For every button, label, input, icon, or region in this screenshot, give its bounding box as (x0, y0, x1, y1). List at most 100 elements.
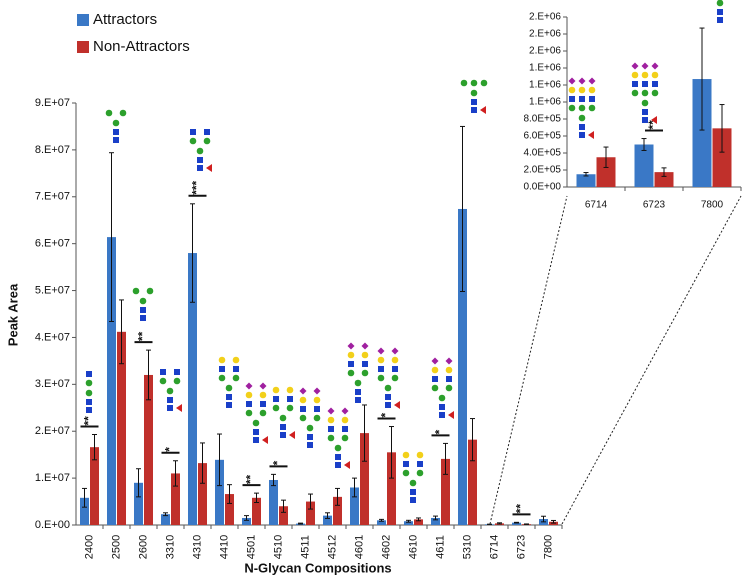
y-tick-label: 1.E+06 (529, 80, 561, 91)
glycan-sialic (259, 382, 267, 390)
glycan-glcnac (642, 109, 648, 115)
glycan-glcnac (385, 402, 391, 408)
glycan-icon (347, 342, 369, 403)
glycan-glcnac (226, 394, 232, 400)
glycan-glcnac (348, 361, 354, 367)
glycan-sugar (119, 109, 127, 117)
glycan-sugar (716, 0, 724, 7)
glycan-glcnac (246, 401, 252, 407)
y-tick-label: 2.E+06 (529, 46, 561, 57)
error-bar (362, 404, 367, 462)
glycan-sugar (651, 89, 659, 97)
glycan-glcnac (362, 361, 368, 367)
glycan-glcnac (197, 165, 203, 171)
glycan-icon (159, 369, 182, 412)
glycan-sugar (651, 71, 659, 79)
x-tick-label: 7800 (542, 535, 554, 559)
y-tick-label: 1.E+06 (529, 97, 561, 108)
error-bar (583, 172, 589, 177)
glycan-glcnac (307, 442, 313, 448)
glycan-sugar (641, 89, 649, 97)
glycan-sugar (334, 444, 342, 452)
y-tick-label: 6.0E+05 (523, 131, 561, 142)
glycan-glcnac (471, 107, 477, 113)
glycan-sugar (299, 396, 307, 404)
glycan-glcnac (86, 407, 92, 413)
glycan-glcnac (392, 366, 398, 372)
significance-stars: ** (646, 120, 660, 130)
error-bar (109, 152, 114, 323)
glycan-icon (105, 109, 127, 143)
glycan-glcnac (432, 376, 438, 382)
glycan-sialic (568, 77, 576, 85)
glycan-sugar (299, 414, 307, 422)
glycan-glcnac (204, 129, 210, 135)
glycan-sugar (445, 366, 453, 374)
x-tick-label: 6723 (515, 535, 527, 559)
glycan-icon (431, 357, 454, 419)
glycan-sugar (286, 386, 294, 394)
glycan-sugar (232, 356, 240, 364)
glycan-sugar (480, 79, 488, 87)
legend-swatch (77, 41, 89, 53)
x-axis-title: N-Glycan Compositions (244, 560, 391, 575)
x-tick-label: 4501 (245, 535, 257, 559)
error-bar (470, 418, 475, 462)
glycan-glcnac (328, 426, 334, 432)
error-bar (497, 522, 502, 525)
glycan-glcnac (378, 366, 384, 372)
glycan-glcnac (403, 461, 409, 467)
glycan-icon (85, 371, 93, 413)
glycan-sugar (306, 424, 314, 432)
glycan-sugar (391, 356, 399, 364)
x-tick-label: 4602 (380, 535, 392, 559)
glycan-sugar (166, 387, 174, 395)
y-tick-label: 1.E+06 (529, 63, 561, 74)
glycan-glcnac (446, 376, 452, 382)
glycan-sugar (245, 409, 253, 417)
y-tick-label: 2.E+06 (529, 29, 561, 40)
bar (360, 433, 369, 525)
glycan-glcnac (717, 9, 723, 15)
error-bar (119, 299, 124, 365)
glycan-sialic (361, 342, 369, 350)
bar (404, 521, 413, 525)
glycan-glcnac (253, 429, 259, 435)
glycan-glcnac (632, 81, 638, 87)
glycan-glcnac (717, 17, 723, 23)
bar (333, 496, 342, 525)
y-tick-label: 8.0E+05 (523, 114, 561, 125)
glycan-sialic (313, 387, 321, 395)
glycan-sugar (327, 416, 335, 424)
glycan-sugar (341, 416, 349, 424)
glycan-sugar (279, 414, 287, 422)
glycan-sugar (112, 119, 120, 127)
glycan-sialic (377, 347, 385, 355)
glycan-glcnac (226, 402, 232, 408)
glycan-glcnac (642, 117, 648, 123)
glycan-sugar (568, 86, 576, 94)
glycan-sugar (578, 86, 586, 94)
glycan-icon (272, 386, 295, 439)
error-bar (146, 349, 151, 401)
error-bar (200, 442, 205, 484)
glycan-sialic (341, 407, 349, 415)
glycan-sugar (641, 99, 649, 107)
glycan-glcnac (385, 394, 391, 400)
bar (144, 374, 153, 525)
glycan-sugar (445, 384, 453, 392)
glycan-sugar (361, 369, 369, 377)
error-bar (244, 515, 249, 521)
glycan-glcnac (233, 366, 239, 372)
bar (596, 157, 616, 187)
glycan-glcnac (113, 137, 119, 143)
glycan-sugar (272, 404, 280, 412)
significance-stars: ** (136, 331, 150, 341)
glycan-sialic (651, 62, 659, 70)
significance-stars: * (433, 429, 447, 434)
error-bar (335, 487, 340, 506)
glycan-glcnac (307, 434, 313, 440)
glycan-icon (327, 407, 350, 469)
glycan-fucose (448, 411, 454, 419)
